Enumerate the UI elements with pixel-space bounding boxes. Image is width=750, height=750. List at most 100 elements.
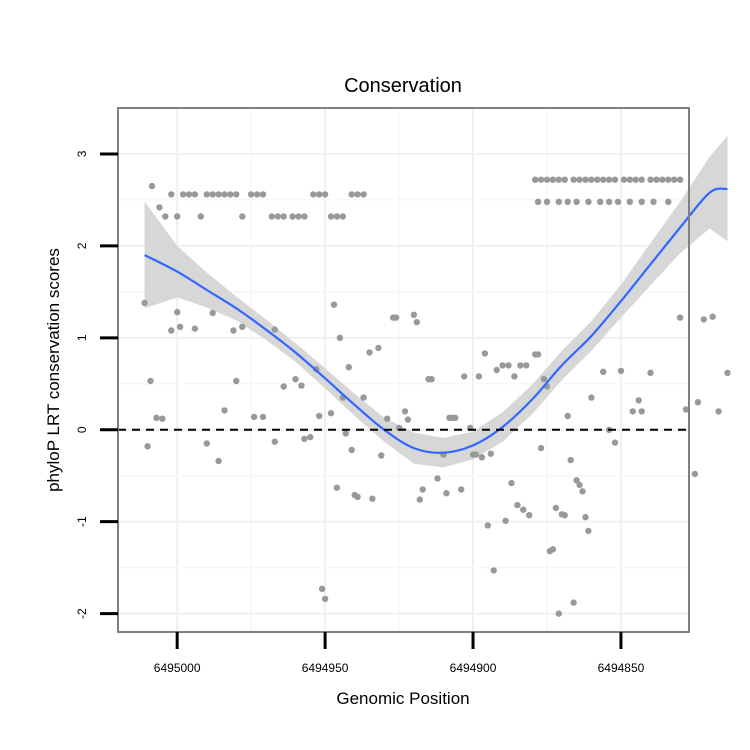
- data-point: [493, 366, 500, 374]
- data-point: [162, 213, 169, 220]
- plot-panel-border: [117, 107, 690, 633]
- data-point: [168, 191, 175, 198]
- data-point: [307, 433, 314, 441]
- data-point: [526, 512, 533, 519]
- data-point: [215, 191, 222, 198]
- data-point: [579, 488, 586, 495]
- data-point: [147, 377, 154, 385]
- data-point: [588, 176, 595, 183]
- chart-title: Conservation: [344, 75, 462, 97]
- data-point: [392, 314, 400, 321]
- data-point: [401, 408, 409, 415]
- data-point: [626, 176, 633, 183]
- data-point: [301, 435, 308, 443]
- data-point: [564, 198, 571, 205]
- data-point: [274, 213, 281, 220]
- data-point: [153, 414, 160, 421]
- data-point: [676, 314, 684, 321]
- data-point: [333, 213, 341, 220]
- data-point: [239, 323, 246, 330]
- data-point: [600, 368, 607, 375]
- data-point: [428, 376, 435, 383]
- data-point: [700, 316, 707, 323]
- data-point: [691, 470, 699, 478]
- data-point: [520, 506, 527, 513]
- x-axis-title: Genomic Position: [336, 689, 469, 708]
- data-point: [268, 213, 275, 220]
- y-axis: -2 -1 0 1 2 3: [75, 150, 118, 619]
- data-point: [694, 399, 702, 406]
- data-point: [339, 213, 346, 220]
- data-point: [481, 350, 489, 357]
- data-point: [626, 198, 633, 205]
- data-point: [543, 198, 551, 205]
- y-axis-title: phyloP LRT conservation scores: [44, 248, 63, 492]
- data-point: [375, 344, 382, 352]
- data-point: [508, 479, 515, 487]
- data-point: [250, 413, 258, 421]
- data-point: [597, 198, 604, 205]
- data-point: [555, 198, 562, 205]
- data-point: [638, 198, 645, 205]
- data-point: [230, 327, 237, 334]
- data-point: [233, 191, 240, 198]
- data-point: [239, 213, 246, 220]
- data-point: [404, 416, 412, 423]
- data-point: [221, 191, 228, 198]
- data-point: [665, 198, 672, 205]
- data-point: [233, 377, 240, 385]
- x-tick-label: 6494950: [302, 661, 349, 675]
- data-point: [327, 410, 335, 417]
- data-point: [676, 176, 684, 183]
- data-point: [540, 376, 548, 383]
- data-point: [176, 323, 184, 330]
- y-tick-label: 0: [75, 426, 89, 433]
- data-point: [209, 309, 216, 317]
- data-point: [330, 301, 338, 308]
- data-point: [537, 444, 545, 452]
- x-tick-label: 6495000: [154, 661, 201, 675]
- data-point: [354, 493, 361, 501]
- data-point: [321, 191, 329, 198]
- data-point: [298, 382, 305, 389]
- data-point: [419, 486, 426, 493]
- data-point: [605, 198, 613, 205]
- data-point: [333, 484, 341, 491]
- data-point: [345, 364, 352, 371]
- data-point: [511, 373, 518, 380]
- data-point: [543, 176, 551, 183]
- data-point: [585, 527, 592, 535]
- data-point: [203, 440, 210, 447]
- data-point: [573, 198, 580, 205]
- data-point: [671, 176, 678, 183]
- data-point: [215, 457, 222, 465]
- data-point: [144, 443, 151, 450]
- data-point: [534, 198, 542, 205]
- data-point: [605, 176, 613, 183]
- data-point: [517, 362, 524, 369]
- data-point: [514, 501, 521, 509]
- data-point: [573, 477, 580, 484]
- data-point: [502, 517, 509, 524]
- data-point: [682, 406, 690, 413]
- confidence-band-group: [144, 135, 728, 468]
- data-point: [197, 213, 204, 220]
- data-point: [724, 369, 731, 376]
- data-point: [366, 349, 373, 356]
- data-point: [555, 176, 562, 183]
- data-point: [588, 394, 595, 401]
- data-point: [369, 495, 376, 502]
- confidence-band: [144, 135, 728, 468]
- data-point: [582, 176, 589, 183]
- smooth-line-group: [144, 187, 728, 454]
- data-point: [567, 456, 574, 464]
- data-point: [159, 415, 166, 422]
- data-point: [259, 413, 267, 421]
- data-point: [549, 546, 557, 553]
- data-point: [709, 313, 716, 320]
- x-tick-label: 6494900: [450, 661, 497, 675]
- data-point: [653, 176, 660, 183]
- data-point: [321, 595, 329, 603]
- data-point: [168, 327, 175, 334]
